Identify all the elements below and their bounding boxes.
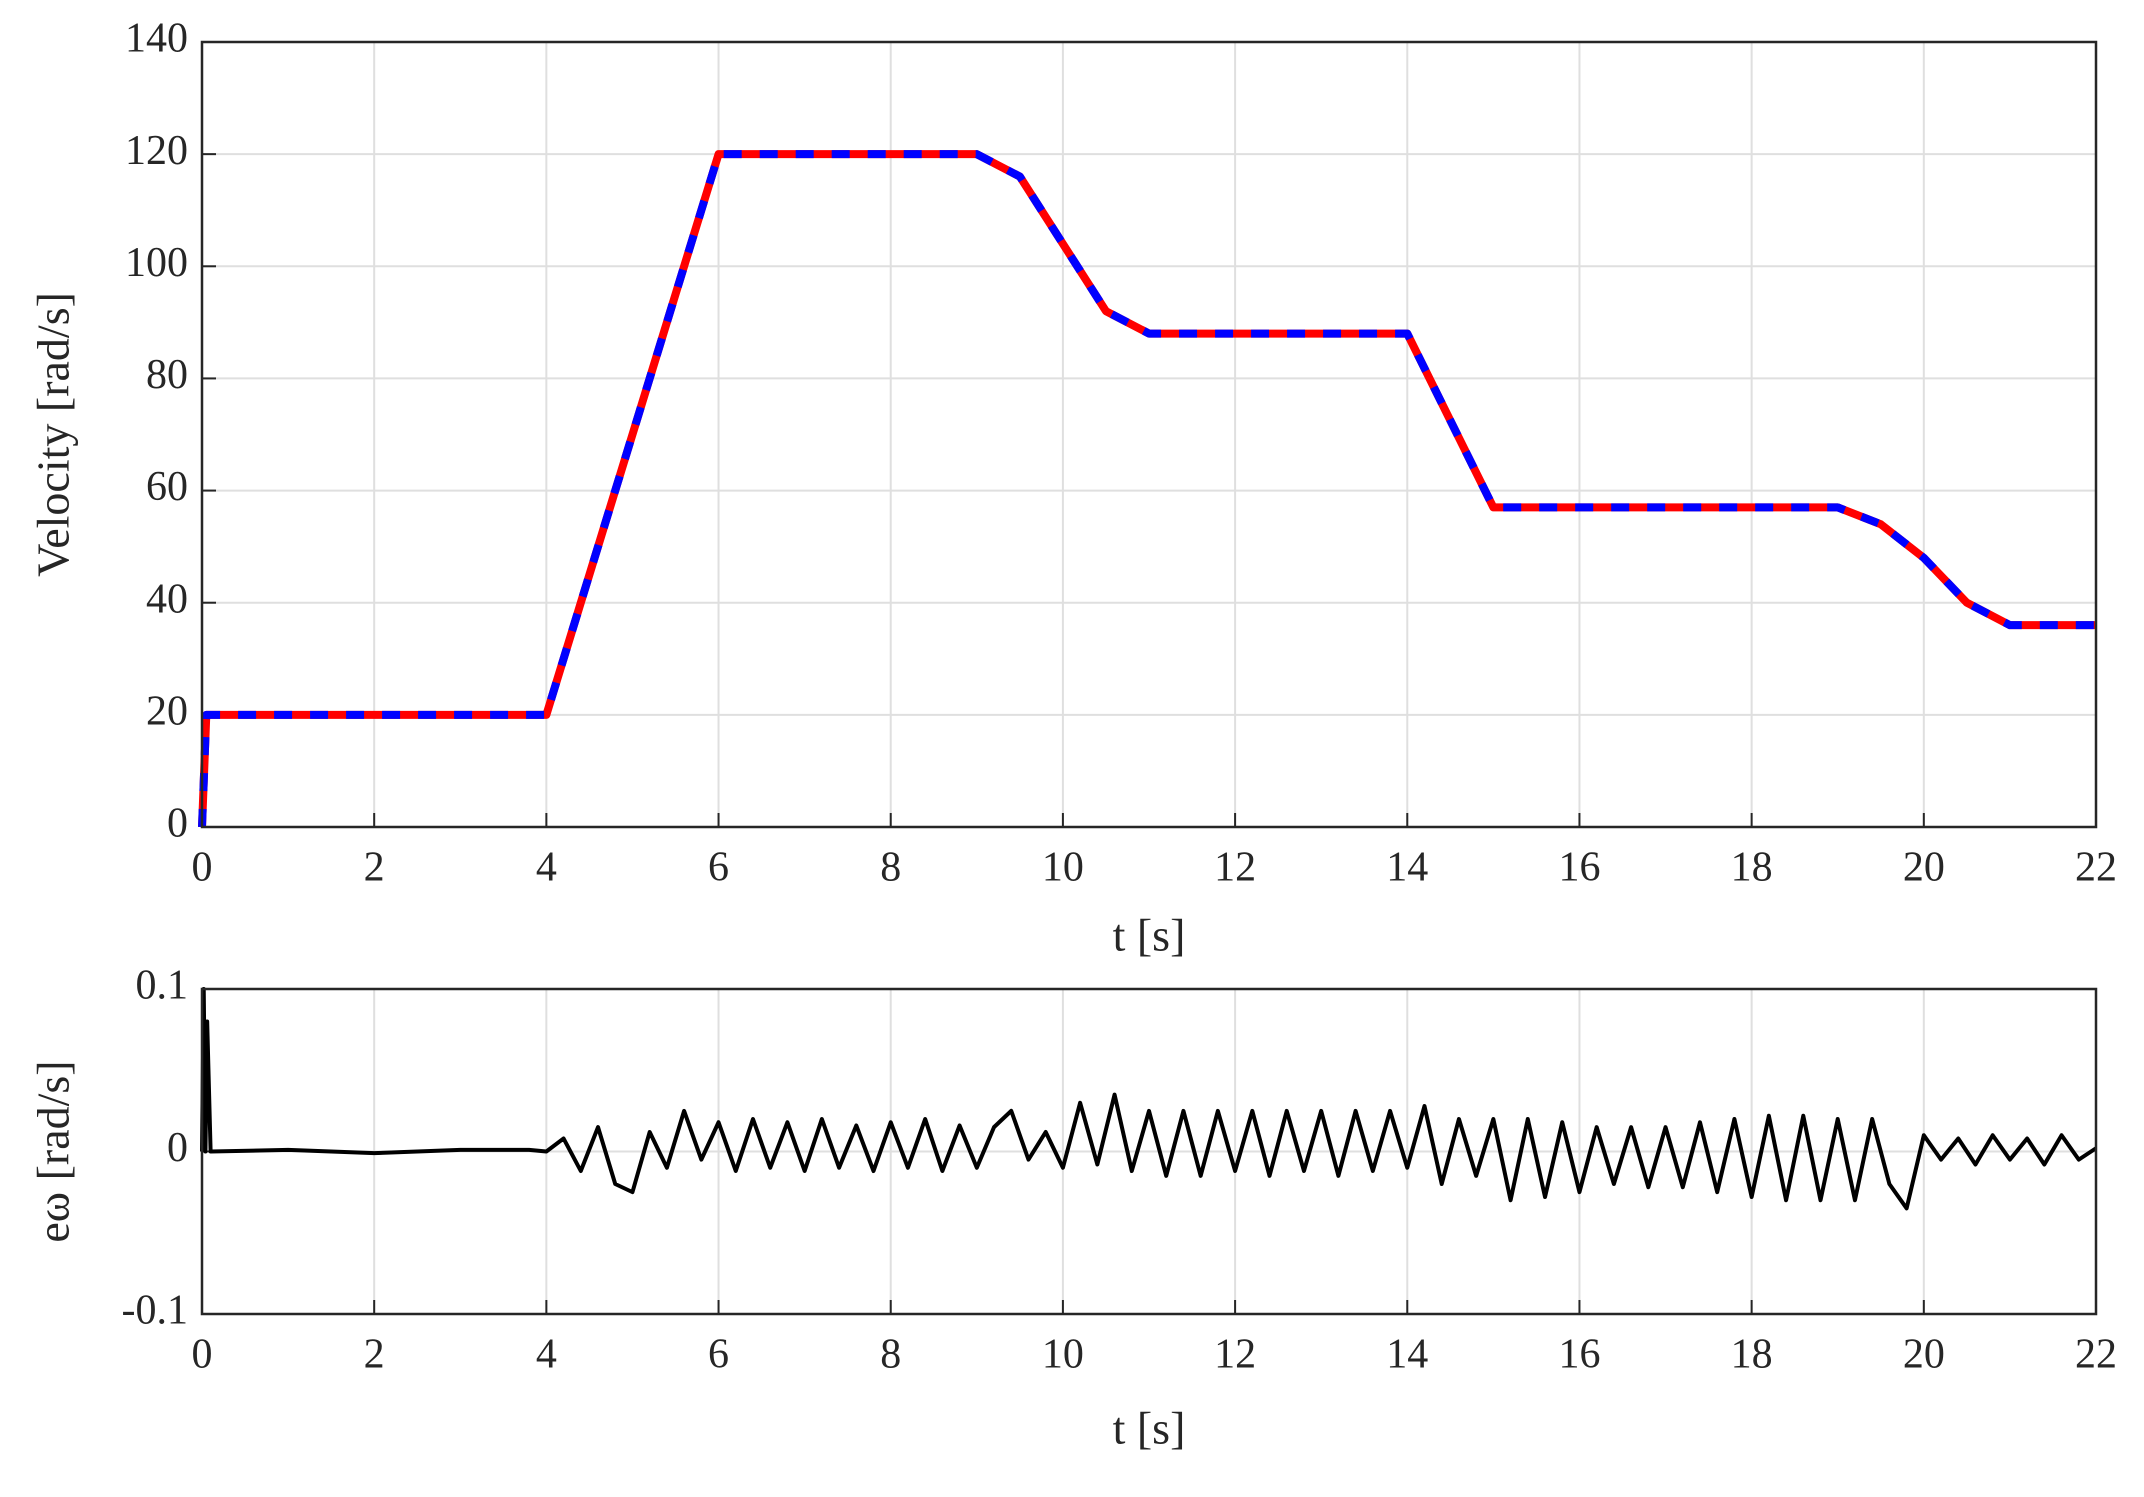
x-tick-label: 18 — [1731, 1332, 1773, 1378]
x-tick-label: 0 — [192, 845, 213, 891]
data-line — [198, 150, 2096, 828]
x-tick-label: 10 — [1042, 845, 1084, 891]
x-tick-label: 16 — [1558, 845, 1600, 891]
y-tick-label: 80 — [146, 352, 188, 398]
x-tick-label: 10 — [1042, 1332, 1084, 1378]
x-tick-label: 16 — [1558, 1332, 1600, 1378]
y-tick-label: 20 — [146, 688, 188, 734]
y-tick-label: 120 — [125, 128, 188, 174]
x-tick-label: 18 — [1731, 845, 1773, 891]
x-tick-label: 20 — [1903, 845, 1945, 891]
x-axis-label: t [s] — [1113, 910, 1186, 961]
y-tick-label: 40 — [146, 576, 188, 622]
plot-area — [202, 42, 2096, 827]
x-tick-label: 12 — [1214, 1332, 1256, 1378]
x-tick-label: 8 — [880, 1332, 901, 1378]
x-tick-label: 22 — [2075, 1332, 2117, 1378]
y-tick-label: 0.1 — [136, 963, 189, 1009]
y-tick-label: -0.1 — [122, 1288, 189, 1334]
x-tick-label: 8 — [880, 845, 901, 891]
axes-box — [200, 40, 2098, 829]
y-tick-label: 0 — [167, 801, 188, 847]
axes-box — [200, 987, 2098, 1316]
x-tick-label: 22 — [2075, 845, 2117, 891]
x-tick-label: 20 — [1903, 1332, 1945, 1378]
x-tick-label: 6 — [708, 845, 729, 891]
x-tick-label: 4 — [536, 845, 557, 891]
data-line — [200, 987, 2098, 1211]
y-axis-label: Velocity [rad/s] — [28, 292, 79, 577]
x-tick-label: 6 — [708, 1332, 729, 1378]
x-tick-label: 14 — [1386, 1332, 1428, 1378]
y-tick-label: 0 — [167, 1125, 188, 1171]
x-tick-label: 14 — [1386, 845, 1428, 891]
y-tick-label: 140 — [125, 16, 188, 62]
y-axis-label: eω [rad/s] — [28, 1060, 79, 1242]
x-tick-label: 2 — [364, 845, 385, 891]
x-tick-label: 4 — [536, 1332, 557, 1378]
x-axis-label: t [s] — [1113, 1403, 1186, 1454]
x-tick-label: 0 — [192, 1332, 213, 1378]
y-tick-label: 100 — [125, 240, 188, 286]
x-tick-label: 2 — [364, 1332, 385, 1378]
y-tick-label: 60 — [146, 464, 188, 510]
x-tick-label: 12 — [1214, 845, 1256, 891]
